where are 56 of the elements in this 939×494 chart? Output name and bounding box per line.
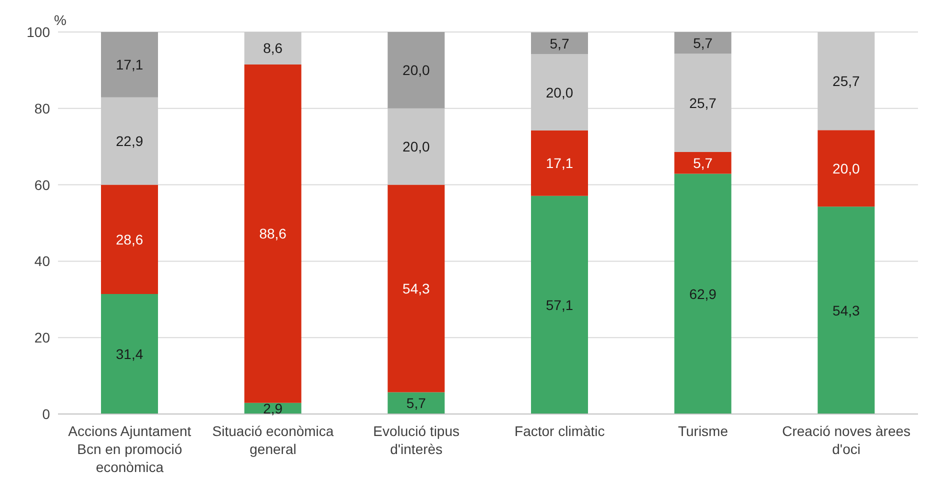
data-label: 5,7: [693, 34, 713, 51]
bar: [244, 64, 302, 403]
data-label: 20,0: [402, 138, 430, 155]
y-tick-label: 80: [34, 100, 50, 116]
data-label: 31,4: [116, 346, 144, 362]
bar: [388, 32, 445, 108]
bar: [674, 32, 732, 54]
x-tick-label: Evolució tipus d'interès: [373, 423, 460, 457]
data-label: 8,6: [263, 40, 283, 56]
y-tick-label: 0: [42, 406, 50, 422]
bar: [101, 294, 158, 414]
bar: [531, 196, 588, 414]
data-label: 17,1: [546, 155, 574, 172]
data-label: 22,9: [116, 133, 144, 150]
data-label: 88,6: [259, 226, 287, 242]
bar: [101, 97, 158, 185]
y-tick-label: 40: [34, 253, 50, 270]
bar: [388, 392, 445, 414]
bar: [674, 152, 732, 174]
bar: [674, 54, 732, 152]
data-label: 54,3: [402, 280, 430, 297]
data-label: 57,1: [546, 296, 574, 313]
bar: [531, 130, 588, 196]
data-label: 2,9: [263, 400, 283, 416]
y-tick-label: 100: [26, 24, 50, 40]
bar: [101, 184, 158, 294]
x-tick-label: Accions Ajuntament Bcn en promoció econòmica: [68, 423, 192, 475]
data-label: 54,3: [832, 302, 860, 318]
y-tick-label: 60: [34, 176, 50, 193]
data-label: 17,1: [116, 56, 144, 73]
bar: [818, 206, 875, 414]
x-tick-label: Turisme: [678, 423, 728, 439]
data-label: 20,0: [546, 84, 574, 100]
bar: [531, 54, 588, 131]
data-label: 5,7: [406, 395, 426, 412]
data-label: 20,0: [832, 160, 860, 176]
x-tick-label: Creació noves àrees d'oci: [782, 423, 911, 457]
data-label: 20,0: [402, 62, 430, 78]
data-label: 28,6: [116, 231, 144, 248]
bar: [531, 32, 588, 54]
data-label: 62,9: [689, 286, 717, 302]
data-label: 5,7: [693, 154, 713, 171]
bar: [818, 32, 875, 130]
x-tick-label: Factor climàtic: [514, 423, 605, 439]
data-label: 5,7: [550, 35, 570, 52]
x-tick-label: Situació econòmica general: [212, 423, 334, 457]
y-tick-label: 20: [34, 330, 50, 346]
bar: [244, 32, 302, 64]
bar: [818, 130, 875, 207]
data-label: 25,7: [832, 73, 860, 90]
bar: [388, 108, 445, 185]
data-label: 25,7: [689, 94, 717, 111]
bar: [674, 174, 732, 414]
bar: [101, 32, 158, 98]
y-axis-title: %: [54, 12, 66, 28]
bar: [388, 184, 445, 392]
